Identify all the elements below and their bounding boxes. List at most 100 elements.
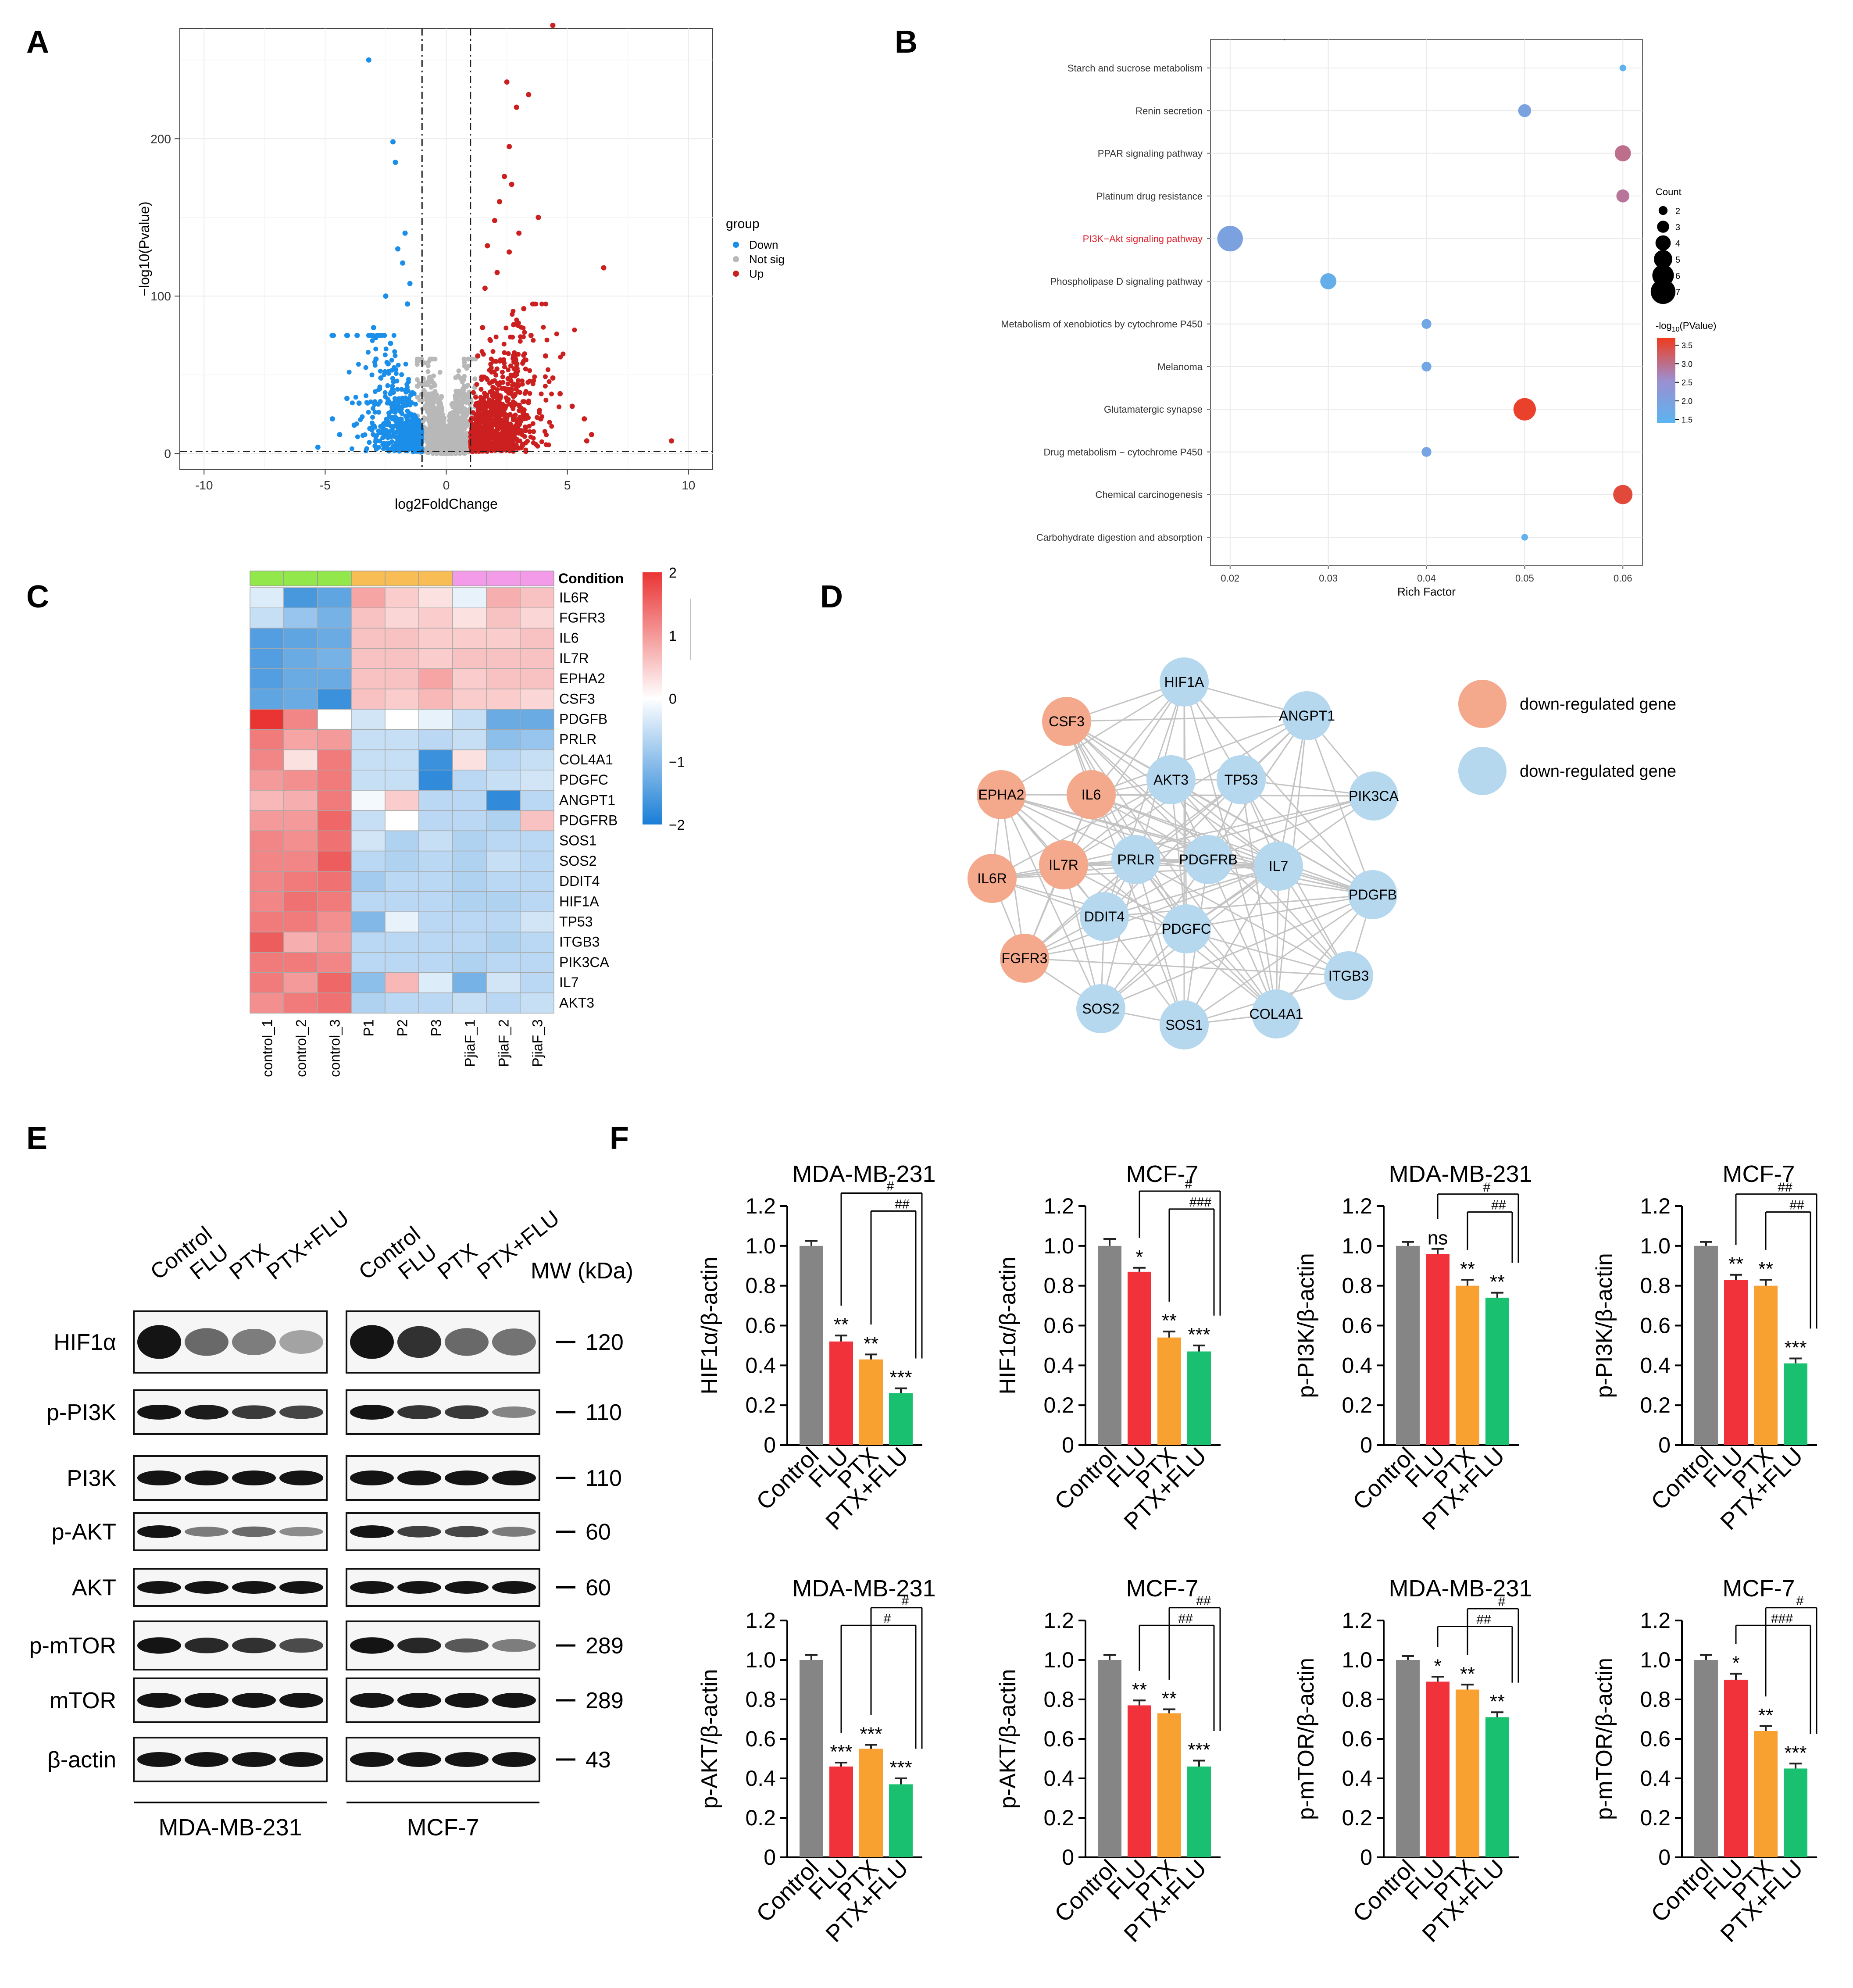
volcano-xlabel: log2FoldChange [395,496,498,512]
bar-bracket-label: ## [1789,1198,1804,1213]
wb-band [137,1325,181,1359]
volcano-point-notsig [439,403,444,409]
volcano-point-down [389,416,395,421]
bar-chart-6: 00.20.40.60.81.01.2p-AKT/β-actinMCF-7Con… [995,1575,1221,1947]
bar-tick-label-y: 0.4 [1043,1766,1074,1791]
bar-tick-label-y: 0 [1062,1433,1074,1457]
bar [859,1749,883,1857]
heatmap-cell [283,790,318,811]
volcano-point-down [374,446,379,452]
volcano-point-up [546,379,552,384]
volcano-point-up [518,428,523,433]
volcano-point-up [487,337,493,342]
bar [1098,1246,1121,1445]
volcano-point-down [400,260,406,266]
volcano-point-up [509,434,514,439]
heatmap-row-label: HIF1A [559,893,599,909]
volcano-point-up [544,337,550,343]
volcano-point-down [392,396,397,401]
bar-bracket-label: # [887,1179,894,1193]
heatmap-cell [452,648,487,669]
volcano-point-down [370,420,375,425]
heatmap-cell [283,729,318,750]
heatmap-cell [351,729,386,750]
bar [859,1359,883,1445]
volcano-point-up [514,318,519,323]
heatmap-cell [351,932,386,953]
ppi-node-label: SOS2 [1082,1001,1119,1017]
volcano-point-up [493,444,498,450]
volcano-point-notsig [432,429,438,434]
heatmap-cell [283,911,318,933]
ppi-node-label: IL7 [1269,858,1288,874]
volcano-point-notsig [452,417,457,422]
heatmap-cell [385,770,419,791]
volcano-point-down [356,362,361,367]
volcano-point-up [502,174,507,179]
wb-protein-label: mTOR [50,1688,116,1713]
volcano-point-down [396,396,401,401]
volcano-point-up [511,308,516,314]
heatmap-cell [317,749,352,771]
volcano-point-up [582,416,587,422]
heatmap-cell [317,952,352,973]
wb-band [445,1328,489,1356]
bar-tick-label-y: 0.8 [1640,1274,1671,1298]
wb-mw-value: 289 [586,1688,624,1713]
heatmap-cell [317,770,352,791]
wb-band [350,1470,394,1485]
volcano-point-notsig [440,418,445,423]
heatmap-cell [283,689,318,710]
volcano-point-down [378,375,384,381]
volcano-point-notsig [426,442,431,447]
bar [1396,1246,1420,1445]
heatmap-cell [250,729,284,750]
volcano-point-up [495,387,500,393]
heatmap-cell [283,749,318,771]
heatmap-cell [418,770,453,791]
bar-bracket-label: # [884,1611,891,1626]
kegg-size-legend-dot [1658,206,1668,215]
heatmap-cell [385,891,419,912]
volcano-point-down [370,414,375,420]
heatmap-cell [418,689,453,710]
wb-band [279,1581,323,1594]
wb-band [350,1752,394,1767]
volcano-point-down [360,433,365,438]
volcano-point-down [363,365,368,370]
volcano-point-up [531,429,536,434]
bar [1754,1285,1778,1445]
volcano-point-up [527,429,532,434]
ppi-node [1160,657,1209,707]
volcano-legend-item: Not sig [749,253,785,266]
volcano-point-down [372,410,378,415]
bar [1396,1660,1420,1857]
ppi-node [1067,770,1116,819]
volcano-point-notsig [460,397,465,402]
volcano-point-down [394,378,400,384]
kegg-point [1518,104,1532,118]
heatmap-cell [385,628,419,649]
kegg-term-label: Melanoma [1157,361,1203,372]
volcano-point-up [531,440,536,446]
heatmap-cell [250,668,284,689]
wb-band [445,1470,489,1485]
bar-tick-label-y: 0 [1062,1845,1074,1870]
bar-significance: ** [864,1333,878,1354]
wb-band [279,1638,323,1653]
bar-tick-label-y: 0.6 [745,1727,776,1751]
ppi-edge [1024,957,1349,977]
heatmap-cell [520,749,554,771]
kegg-point [1421,447,1432,457]
ppi-node-label: ITGB3 [1328,968,1369,984]
volcano-point-up [501,342,507,347]
wb-band [185,1638,229,1653]
wb-band [137,1525,181,1538]
volcano-point-up [543,353,548,359]
heatmap-row-label: PDGFRB [559,812,618,828]
heatmap-cell [520,587,554,608]
bar-bracket-label: ## [895,1197,910,1211]
bar [1784,1768,1807,1857]
